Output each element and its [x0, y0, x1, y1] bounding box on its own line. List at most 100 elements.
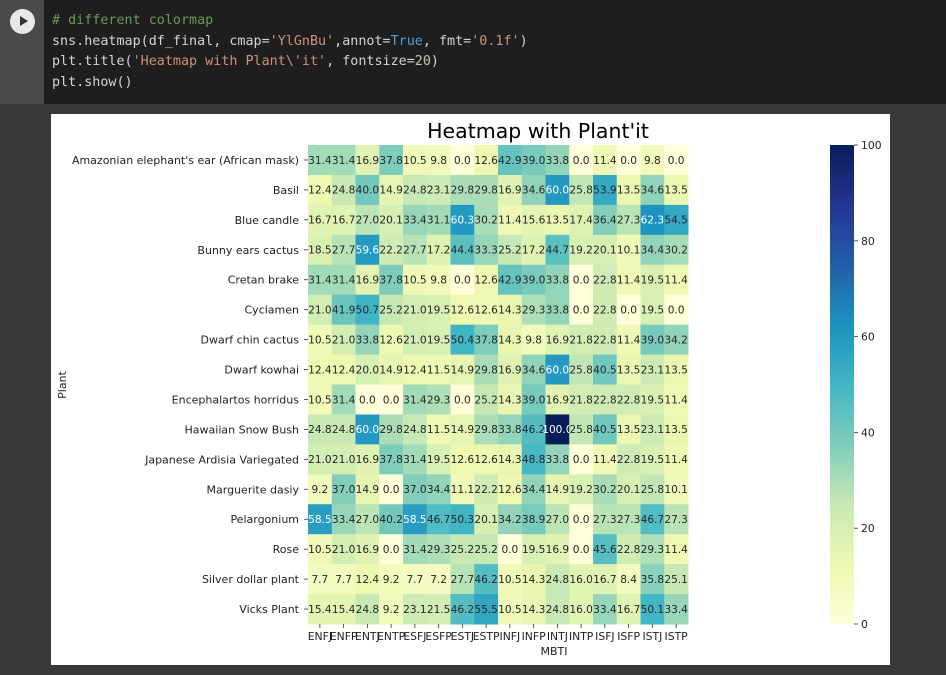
cell-annotation: 21.0 — [403, 334, 427, 346]
cell-annotation: 11.4 — [617, 334, 641, 346]
cell-annotation: 10.1 — [664, 484, 688, 496]
heatmap-cell — [426, 324, 451, 356]
cell-annotation: 27.7 — [451, 574, 475, 586]
heatmap-cell — [498, 324, 523, 356]
heatmap-cell — [403, 414, 428, 445]
heatmap-cell — [331, 414, 356, 445]
cell-annotation: 33.4 — [332, 514, 356, 526]
cell-annotation: 29.8 — [474, 364, 498, 376]
cell-annotation: 0.0 — [383, 544, 400, 556]
cell-annotation: 24.8 — [403, 424, 427, 436]
heatmap-cell — [331, 234, 356, 266]
cell-annotation: 16.7 — [332, 215, 356, 227]
cell-annotation: 24.8 — [403, 185, 427, 197]
cell-annotation: 31.4 — [308, 155, 332, 167]
cell-annotation: 50.7 — [356, 304, 380, 316]
heatmap-cell — [498, 414, 523, 445]
cell-annotation: 16.0 — [569, 604, 593, 616]
x-axis-label: MBTI — [540, 645, 567, 658]
cell-annotation: 9.2 — [311, 484, 328, 496]
cell-annotation: 31.4 — [332, 155, 356, 167]
cell-annotation: 29.8 — [379, 424, 403, 436]
heatmap-cell — [331, 594, 356, 625]
cell-annotation: 46.7 — [641, 514, 665, 526]
colorbar-tick-label: 40 — [861, 426, 875, 439]
cell-annotation: 12.4 — [356, 574, 380, 586]
heatmap-cell — [593, 444, 618, 475]
heatmap-cell — [426, 474, 451, 505]
chart-title: Heatmap with Plant'it — [427, 119, 649, 143]
cell-annotation: 7.2 — [430, 574, 447, 586]
x-tick-label: INFJ — [500, 630, 521, 643]
heatmap-cell — [426, 564, 451, 595]
heatmap-cell — [521, 204, 546, 236]
run-cell-button[interactable] — [10, 9, 35, 34]
cell-annotation: 13.5 — [617, 364, 641, 376]
cell-annotation: 31.4 — [308, 275, 332, 287]
cell-annotation: 33.8 — [546, 304, 570, 316]
heatmap-cell — [355, 384, 380, 415]
cell-annotation: 39.0 — [522, 275, 546, 287]
cell-annotation: 0.0 — [573, 544, 590, 556]
heatmap-cell — [640, 384, 665, 415]
heatmap-cell — [545, 294, 570, 326]
heatmap-cell — [450, 234, 475, 266]
cell-annotation: 21.0 — [308, 304, 332, 316]
cell-annotation: 21.0 — [332, 334, 356, 346]
code-editor[interactable]: # different colormap sns.heatmap(df_fina… — [44, 0, 946, 104]
cell-annotation: 14.9 — [546, 484, 570, 496]
cell-annotation: 11.4 — [664, 275, 688, 287]
cell-annotation: 33.8 — [546, 454, 570, 466]
heatmap-cell — [308, 444, 333, 475]
heatmap-cell — [355, 444, 380, 475]
heatmap-cell — [403, 594, 428, 625]
heatmap-cell — [593, 414, 618, 445]
heatmap-cell — [616, 564, 641, 595]
cell-annotation: 34.4 — [522, 484, 546, 496]
cell-annotation: 34.6 — [641, 185, 665, 197]
cell-annotation: 33.8 — [356, 334, 380, 346]
cell-annotation: 27.3 — [617, 514, 641, 526]
heatmap-cell — [379, 324, 404, 356]
heatmap-cell — [616, 354, 641, 385]
cell-annotation: 11.4 — [664, 394, 688, 406]
heatmap-cell — [426, 414, 451, 445]
heatmap-cell — [355, 264, 380, 296]
cell-annotation: 31.4 — [403, 394, 427, 406]
y-tick-label: Japanese Ardisia Variegated — [144, 453, 299, 466]
heatmap-cell — [616, 234, 641, 266]
heatmap-cell — [331, 444, 356, 475]
cell-annotation: 37.8 — [474, 334, 498, 346]
cell-annotation: 22.8 — [617, 394, 641, 406]
x-tick-label: ISFP — [617, 630, 640, 643]
cell-annotation: 0.0 — [454, 155, 471, 167]
heatmap-cell — [450, 444, 475, 475]
x-tick-label: ESFP — [425, 630, 452, 643]
heatmap-cell — [593, 564, 618, 595]
heatmap-cell — [450, 145, 475, 176]
heatmap-cell — [426, 504, 451, 535]
heatmap-cell — [355, 145, 380, 176]
cell-annotation: 30.2 — [664, 245, 688, 257]
cell-annotation: 0.0 — [668, 304, 685, 316]
cell-annotation: 22.8 — [617, 544, 641, 556]
cell-annotation: 23.1 — [641, 424, 665, 436]
cell-annotation: 24.8 — [546, 604, 570, 616]
heatmap-cell — [379, 534, 404, 565]
cell-annotation: 34.4 — [641, 245, 665, 257]
heatmap-cell — [521, 474, 546, 505]
cell-annotation: 0.0 — [620, 155, 637, 167]
cell-annotation: 50.1 — [641, 604, 665, 616]
heatmap-cell — [616, 264, 641, 296]
heatmap-cell — [403, 145, 428, 176]
y-tick-label: Vicks Plant — [239, 603, 299, 616]
heatmap-cell — [640, 145, 665, 176]
cell-annotation: 37.8 — [379, 155, 403, 167]
heatmap-cell — [593, 174, 618, 206]
heatmap-cell — [640, 564, 665, 595]
heatmap-cell — [331, 264, 356, 296]
cell-annotation: 21.8 — [569, 334, 593, 346]
heatmap-cell — [545, 594, 570, 625]
x-tick-label: ENTP — [377, 630, 405, 643]
cell-annotation: 12.4 — [308, 364, 332, 376]
